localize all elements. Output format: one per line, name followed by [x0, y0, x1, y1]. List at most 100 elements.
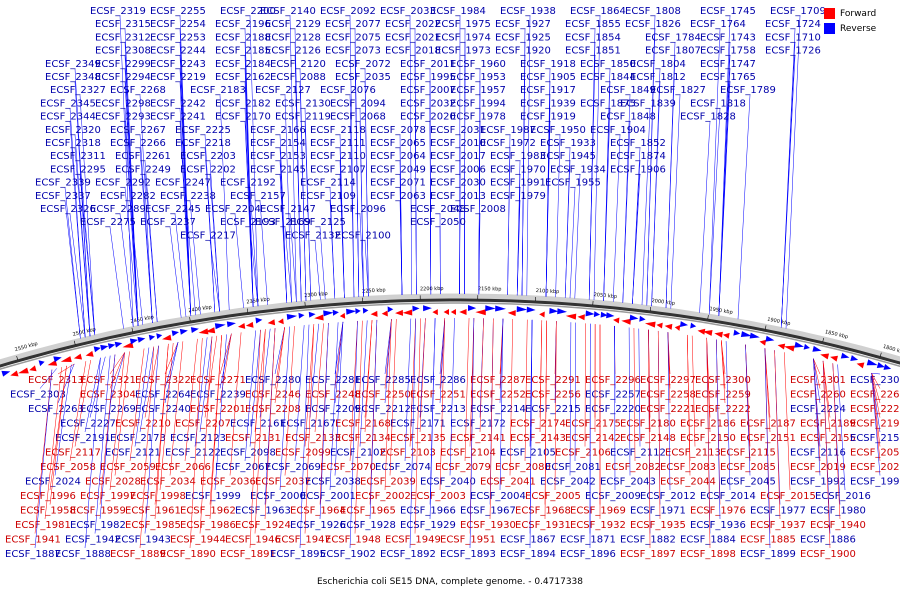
gene-label: ECSF_2040: [420, 477, 476, 488]
gene-leader-line: [309, 323, 319, 418]
reverse-gene: [679, 321, 689, 328]
gene-label: ECSF_2111: [310, 138, 366, 149]
gene-leader-line: [74, 147, 91, 337]
gene-leader-line: [274, 327, 285, 375]
forward-gene: [162, 334, 172, 341]
gene-label: ECSF_2123: [170, 433, 226, 444]
reverse-gene: [332, 309, 339, 316]
gene-leader-line: [209, 335, 222, 520]
gene-label: ECSF_2257: [585, 390, 641, 401]
gene-leader-line: [79, 174, 96, 336]
reverse-gene: [639, 315, 646, 322]
gene-label: ECSF_2308: [95, 46, 151, 57]
gene-label: ECSF_1938: [500, 6, 556, 17]
gene-label: ECSF_1854: [565, 32, 621, 43]
gene-label: ECSF_1864: [570, 6, 626, 17]
gene-label: ECSF_2304: [80, 390, 136, 401]
gene-label: ECSF_2019: [790, 462, 846, 473]
gene-label: ECSF_1850: [580, 59, 636, 70]
gene-label: ECSF_2073: [325, 46, 381, 57]
reverse-gene: [876, 362, 885, 368]
gene-leader-line: [414, 318, 421, 534]
gene-leader-line: [774, 350, 781, 520]
gene-label: ECSF_1949: [385, 535, 441, 546]
gene-label: ECSF_2280: [245, 375, 301, 386]
forward-swatch: [824, 8, 835, 19]
gene-leader-line: [259, 200, 268, 306]
gene-leader-line: [521, 55, 526, 296]
gene-label: ECSF_2020: [400, 112, 456, 123]
forward-gene: [777, 343, 786, 350]
gene-label: ECSF_2142: [565, 433, 621, 444]
gene-label: ECSF_1939: [520, 98, 576, 109]
gene-leader-line: [284, 326, 295, 476]
gene-label: ECSF_2242: [150, 98, 206, 109]
gene-label: ECSF_1758: [700, 46, 756, 57]
gene-leader-line: [708, 29, 721, 315]
gene-leader-line: [289, 15, 297, 302]
gene-label: ECSF_2291: [525, 375, 581, 386]
gene-label: ECSF_2287: [470, 375, 526, 386]
reverse-gene: [1, 370, 11, 377]
gene-label: ECSF_1931: [515, 520, 571, 531]
gene-label: ECSF_2078: [370, 125, 426, 136]
gene-label: ECSF_2132: [285, 230, 341, 241]
gene-label: ECSF_1936: [690, 520, 746, 531]
reverse-gene: [549, 307, 559, 314]
gene-label: ECSF_2301: [790, 375, 846, 386]
gene-label: ECSF_1808: [625, 6, 681, 17]
gene-label: ECSF_2104: [440, 448, 496, 459]
gene-label: ECSF_1919: [520, 112, 576, 123]
gene-label: ECSF_2267: [110, 125, 166, 136]
gene-label: ECSF_2263: [28, 404, 84, 415]
gene-label: ECSF_2319: [90, 6, 146, 17]
gene-label: ECSF_1886: [800, 535, 856, 546]
forward-gene: [314, 314, 324, 321]
gene-label: ECSF_2064: [370, 151, 426, 162]
gene-label: ECSF_1984: [430, 6, 486, 17]
ruler-label: 2000 kbp: [651, 298, 675, 307]
gene-leader-line: [670, 95, 681, 309]
gene-label: ECSF_1993: [850, 477, 900, 488]
gene-label: ECSF_2204: [205, 204, 261, 215]
gene-leader-line: [369, 319, 378, 520]
gene-leader-line: [44, 367, 62, 520]
gene-label: ECSF_2063: [370, 191, 426, 202]
gene-label: ECSF_1928: [340, 520, 396, 531]
gene-leader-line: [249, 329, 261, 549]
gene-leader-line: [404, 318, 412, 462]
gene-label: ECSF_2058: [40, 462, 96, 473]
gene-label: ECSF_2320: [45, 125, 101, 136]
gene-leader-line: [479, 318, 484, 433]
gene-label: ECSF_2294: [95, 72, 151, 83]
reverse-gene: [171, 330, 180, 337]
gene-label: ECSF_1894: [500, 549, 556, 560]
gene-label: ECSF_1930: [460, 520, 516, 531]
gene-label: ECSF_2066: [155, 462, 211, 473]
gene-label: ECSF_1887: [5, 549, 61, 560]
gene-leader-line: [329, 322, 339, 491]
gene-label: ECSF_2248: [305, 390, 361, 401]
gene-label: ECSF_2174: [510, 419, 566, 430]
gene-label: ECSF_2300: [695, 375, 751, 386]
gene-label: ECSF_1960: [450, 59, 506, 70]
reverse-gene: [129, 338, 139, 345]
gene-label: ECSF_2038: [305, 477, 361, 488]
gene-label: ECSF_2037: [255, 477, 311, 488]
gene-label: ECSF_1953: [450, 72, 506, 83]
gene-leader-line: [209, 240, 220, 312]
gene-label: ECSF_2169: [255, 217, 311, 228]
forward-gene: [714, 331, 723, 338]
gene-leader-line: [319, 227, 326, 300]
gene-label: ECSF_1765: [700, 72, 756, 83]
gene-label: ECSF_1948: [325, 535, 381, 546]
gene-label: ECSF_1874: [610, 151, 666, 162]
gene-leader-line: [574, 174, 581, 299]
gene-label: ECSF_2032: [400, 98, 456, 109]
gene-label: ECSF_2018: [385, 46, 441, 57]
gene-label: ECSF_2130: [275, 98, 331, 109]
gene-label: ECSF_1747: [700, 59, 756, 70]
gene-label: ECSF_1955: [545, 178, 601, 189]
gene-leader-line: [139, 346, 155, 433]
gene-label: ECSF_2105: [500, 448, 556, 459]
